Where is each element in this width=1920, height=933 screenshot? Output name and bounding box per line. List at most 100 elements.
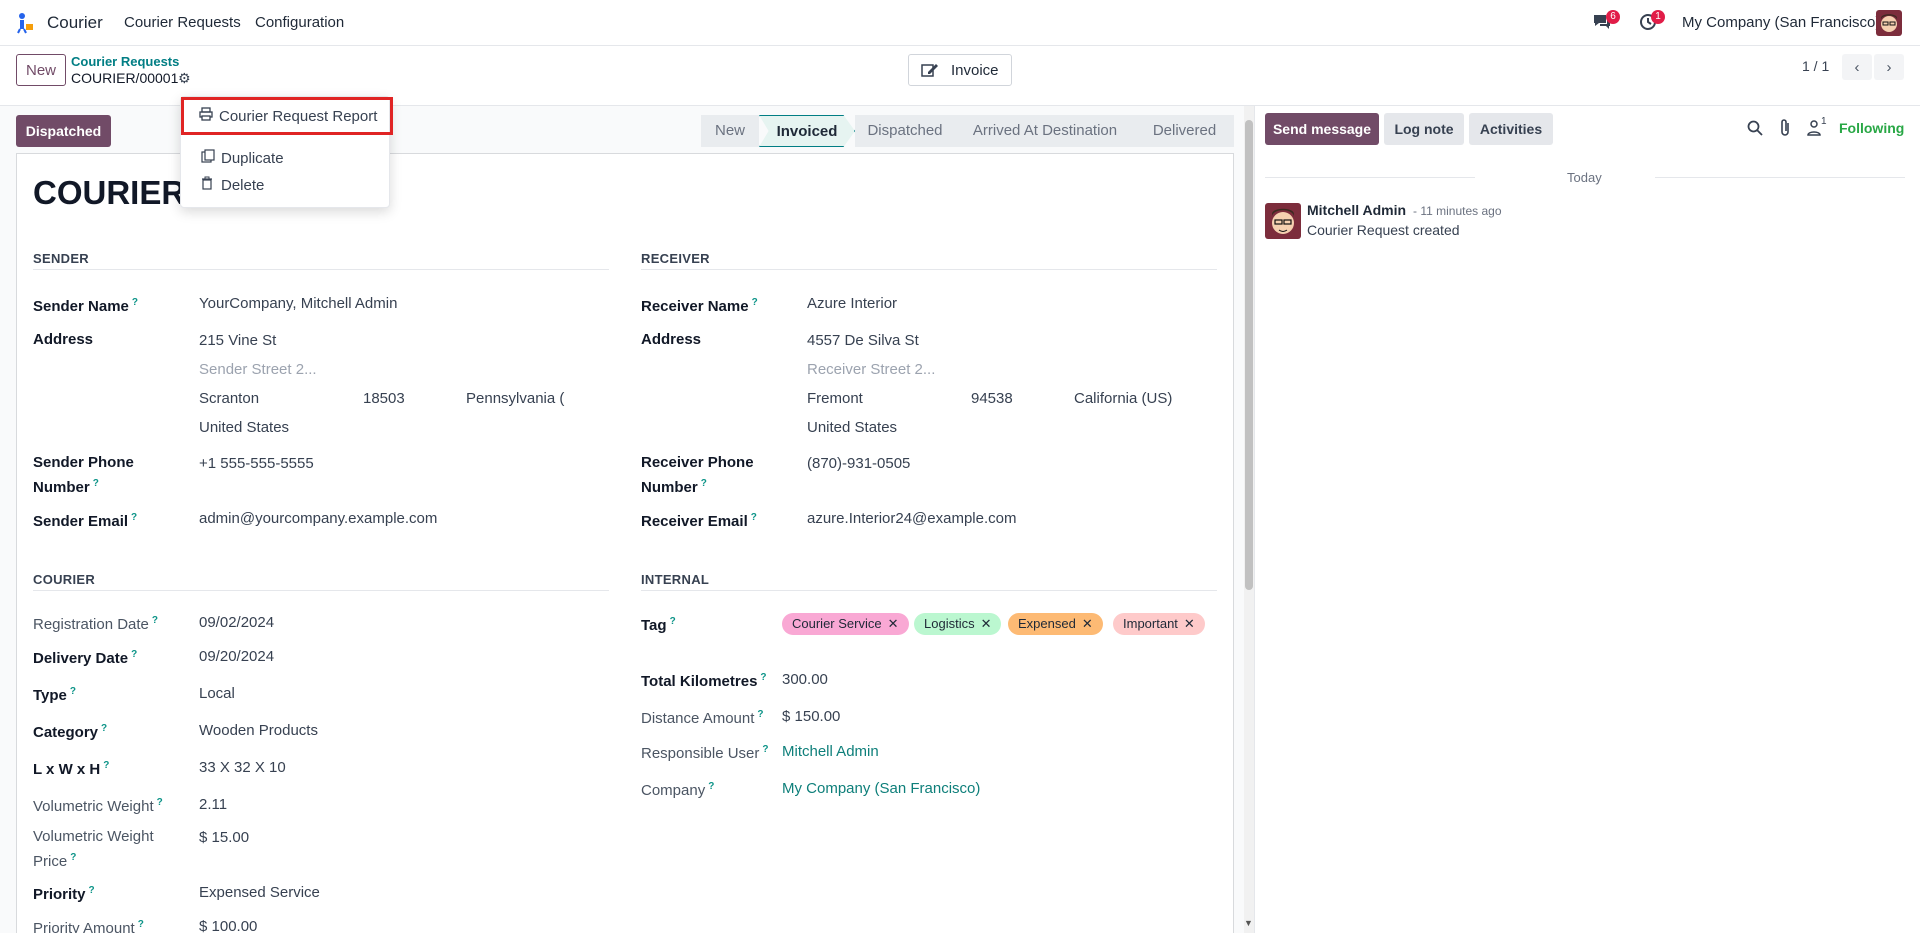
status-step-delivered[interactable]: Delivered bbox=[1135, 115, 1234, 147]
sender-name-field[interactable]: YourCompany, Mitchell Admin bbox=[199, 295, 398, 312]
copy-icon bbox=[201, 149, 215, 167]
log-note-button[interactable]: Log note bbox=[1384, 113, 1464, 145]
priority-amount-label: Priority Amount? bbox=[33, 919, 144, 933]
close-icon[interactable]: ✕ bbox=[887, 616, 899, 631]
scroll-down-arrow-icon[interactable]: ▼ bbox=[1244, 918, 1253, 928]
dispatched-action-button[interactable]: Dispatched bbox=[16, 115, 111, 147]
record-name: COURIER/00001 bbox=[71, 70, 179, 86]
status-steps: New Invoiced Dispatched Arrived At Desti… bbox=[701, 115, 1234, 147]
responsible-user-field[interactable]: Mitchell Admin bbox=[782, 743, 879, 760]
tags-field[interactable]: Courier Service ✕ Logistics ✕ Expensed ✕ Im… bbox=[782, 613, 1222, 635]
gear-icon[interactable]: ⚙ bbox=[178, 70, 191, 86]
category-label: Category? bbox=[33, 723, 108, 741]
internal-section-title: INTERNAL bbox=[641, 572, 710, 587]
tag-courier-service: Courier Service ✕ bbox=[782, 613, 909, 635]
invoice-button[interactable]: Invoice bbox=[908, 54, 1012, 86]
receiver-name-field[interactable]: Azure Interior bbox=[807, 295, 898, 312]
followers-user-icon[interactable] bbox=[1807, 119, 1821, 141]
edit-icon bbox=[921, 62, 939, 82]
receiver-street2-field[interactable]: Receiver Street 2... bbox=[807, 361, 936, 378]
sender-street2-field[interactable]: Sender Street 2... bbox=[199, 361, 317, 378]
delivery-date-field[interactable]: 09/20/2024 bbox=[199, 648, 275, 665]
followers-count: 1 bbox=[1821, 116, 1827, 127]
close-icon[interactable]: ✕ bbox=[980, 616, 992, 631]
company-field[interactable]: My Company (San Francisco) bbox=[782, 780, 981, 797]
courier-app-icon[interactable] bbox=[16, 12, 36, 34]
invoice-label: Invoice bbox=[951, 62, 999, 79]
sender-city-field[interactable]: Scranton bbox=[199, 390, 260, 407]
gear-dropdown-menu: Courier Request Report Duplicate Delete bbox=[180, 96, 393, 208]
search-icon[interactable] bbox=[1747, 120, 1763, 140]
sender-country-field[interactable]: United States bbox=[199, 419, 290, 436]
type-field[interactable]: Local bbox=[199, 685, 235, 702]
receiver-state-field[interactable]: California (US) bbox=[1074, 390, 1173, 407]
breadcrumb-parent[interactable]: Courier Requests bbox=[71, 54, 180, 69]
send-message-button[interactable]: Send message bbox=[1265, 113, 1379, 145]
paperclip-icon[interactable] bbox=[1778, 119, 1792, 141]
menu-item-duplicate[interactable]: Duplicate bbox=[201, 149, 284, 167]
pager-value[interactable]: 1 / 1 bbox=[1802, 58, 1830, 74]
registration-date-field[interactable]: 09/02/2024 bbox=[199, 614, 275, 631]
pager-next-button[interactable]: › bbox=[1874, 54, 1904, 80]
receiver-email-label: Receiver Email? bbox=[641, 512, 757, 530]
sender-state-field[interactable]: Pennsylvania ( bbox=[466, 390, 565, 407]
volumetric-weight-price-field[interactable]: $ 15.00 bbox=[199, 829, 250, 846]
menu-item-delete[interactable]: Delete bbox=[201, 176, 264, 194]
sender-phone-field[interactable]: +1 555-555-5555 bbox=[199, 455, 314, 472]
status-step-arrived[interactable]: Arrived At Destination bbox=[955, 115, 1135, 147]
user-avatar[interactable] bbox=[1876, 10, 1902, 36]
menu-courier-requests[interactable]: Courier Requests bbox=[124, 14, 241, 31]
sender-email-field[interactable]: admin@yourcompany.example.com bbox=[199, 510, 438, 527]
receiver-phone-field[interactable]: (870)-931-0505 bbox=[807, 455, 911, 472]
distance-amount-field[interactable]: $ 150.00 bbox=[782, 708, 841, 725]
messages-badge: 6 bbox=[1606, 10, 1620, 24]
company-switcher[interactable]: My Company (San Francisco) bbox=[1682, 14, 1881, 31]
sender-street-field[interactable]: 215 Vine St bbox=[199, 332, 277, 349]
priority-amount-field[interactable]: $ 100.00 bbox=[199, 918, 258, 933]
app-name[interactable]: Courier bbox=[47, 13, 103, 32]
total-kilometres-field[interactable]: 300.00 bbox=[782, 671, 828, 688]
receiver-section-title: RECEIVER bbox=[641, 251, 710, 266]
report-highlight-box bbox=[181, 97, 393, 135]
priority-field[interactable]: Expensed Service bbox=[199, 884, 320, 901]
message-author[interactable]: Mitchell Admin bbox=[1307, 202, 1407, 218]
company-label: Company? bbox=[641, 781, 715, 799]
new-button[interactable]: New bbox=[16, 54, 66, 86]
top-navbar: Courier Courier Requests Configuration 6… bbox=[0, 0, 1920, 46]
activities-button[interactable]: Activities bbox=[1469, 113, 1553, 145]
sender-phone-label: Sender Phone Number? bbox=[33, 454, 134, 496]
date-separator-line-left bbox=[1265, 177, 1475, 178]
sender-section-title: SENDER bbox=[33, 251, 89, 266]
receiver-street-field[interactable]: 4557 De Silva St bbox=[807, 332, 919, 349]
volumetric-weight-field[interactable]: 2.11 bbox=[199, 796, 228, 813]
close-icon[interactable]: ✕ bbox=[1081, 616, 1093, 631]
sender-zip-field[interactable]: 18503 bbox=[363, 390, 405, 407]
courier-section-title: COURIER bbox=[33, 572, 96, 587]
following-button[interactable]: Following bbox=[1839, 120, 1905, 136]
category-field[interactable]: Wooden Products bbox=[199, 722, 318, 739]
receiver-country-field[interactable]: United States bbox=[807, 419, 898, 436]
close-icon[interactable]: ✕ bbox=[1183, 616, 1195, 631]
distance-amount-label: Distance Amount? bbox=[641, 709, 764, 727]
status-step-new[interactable]: New bbox=[701, 115, 759, 147]
internal-divider bbox=[641, 590, 1217, 591]
sender-name-label: Sender Name? bbox=[33, 297, 138, 315]
pager-previous-button[interactable]: ‹ bbox=[1842, 54, 1872, 80]
status-step-invoiced[interactable]: Invoiced bbox=[759, 115, 855, 147]
priority-label: Priority? bbox=[33, 885, 95, 903]
menu-configuration[interactable]: Configuration bbox=[255, 14, 345, 31]
form-scrollbar-thumb[interactable] bbox=[1245, 120, 1253, 590]
menu-item-courier-request-report[interactable]: Courier Request Report bbox=[199, 107, 377, 125]
dimensions-field[interactable]: 33 X 32 X 10 bbox=[199, 759, 286, 776]
message-avatar[interactable] bbox=[1265, 203, 1301, 239]
receiver-city-field[interactable]: Fremont bbox=[807, 390, 863, 407]
receiver-email-field[interactable]: azure.Interior24@example.com bbox=[807, 510, 1017, 527]
receiver-zip-field[interactable]: 94538 bbox=[971, 390, 1013, 407]
date-separator: Today bbox=[1567, 170, 1602, 185]
registration-date-label: Registration Date? bbox=[33, 615, 159, 633]
sender-divider bbox=[33, 269, 609, 270]
dimensions-label: L x W x H? bbox=[33, 760, 110, 778]
tag-expensed: Expensed ✕ bbox=[1008, 613, 1103, 635]
receiver-divider bbox=[641, 269, 1217, 270]
status-step-dispatched[interactable]: Dispatched bbox=[855, 115, 955, 147]
